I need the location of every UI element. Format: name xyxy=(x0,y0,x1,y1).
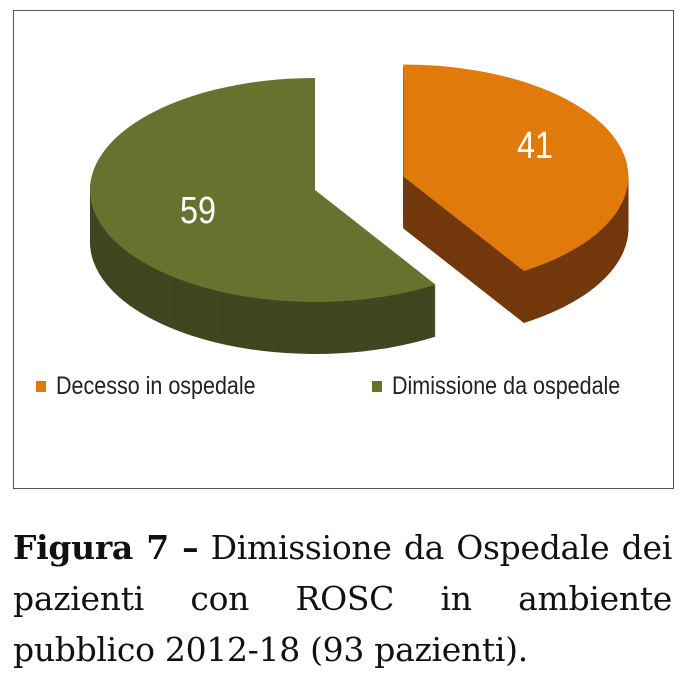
data-label-decesso: 41 xyxy=(517,125,553,167)
pie-chart xyxy=(90,64,629,354)
chart-frame xyxy=(13,10,674,489)
slice-top-decesso xyxy=(403,64,629,272)
pie-slice-decesso xyxy=(403,64,629,324)
pie-slice-dimissione xyxy=(90,78,436,354)
data-label-dimissione: 59 xyxy=(180,190,216,232)
caption-label: Figura 7 – xyxy=(13,528,199,567)
legend-label: Decesso in ospedale xyxy=(56,372,256,400)
caption-text: Dimissione da Ospedale dei pazienti con … xyxy=(13,528,672,669)
figure-caption: Figura 7 – Dimissione da Ospedale dei pa… xyxy=(13,522,672,675)
legend-swatch-orange xyxy=(36,381,46,392)
legend-item-decesso: Decesso in ospedale xyxy=(36,372,288,401)
legend-label: Dimissione da ospedale xyxy=(392,372,621,400)
slice-top-dimissione xyxy=(90,78,436,302)
legend-swatch-green xyxy=(372,381,382,392)
legend-item-dimissione: Dimissione da ospedale xyxy=(372,372,657,401)
